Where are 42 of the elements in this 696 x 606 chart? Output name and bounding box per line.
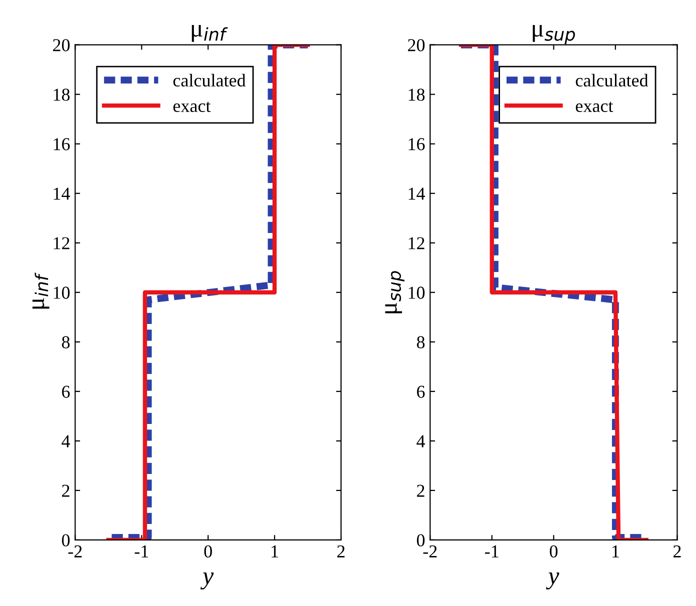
- x-tick-label: -2: [68, 545, 82, 558]
- y-tick-label: 12: [54, 237, 70, 250]
- y-tick-label: 0: [62, 534, 70, 546]
- y-tick-label: 16: [408, 138, 425, 150]
- x-axis-title: y: [200, 572, 214, 590]
- x-tick-label: -2: [423, 545, 437, 558]
- y-tick-label: 2: [417, 484, 424, 497]
- x-tick-label: 2: [673, 545, 681, 558]
- y-tick-label: 14: [408, 188, 425, 200]
- y-tick-label: 10: [54, 286, 70, 299]
- legend-label: calculated: [576, 74, 648, 87]
- x-tick-label: 1: [612, 545, 619, 558]
- y-tick-label: 8: [62, 336, 70, 348]
- y-tick-label: 8: [416, 336, 425, 348]
- y-tick-label: 6: [417, 386, 425, 398]
- y-tick-label: 20: [408, 39, 425, 52]
- y-axis-title: μ$_{inf}$: [32, 272, 50, 309]
- legend-label: calculated: [173, 74, 246, 87]
- x-tick-label: -1: [485, 545, 498, 558]
- legend-label: exact: [173, 102, 211, 112]
- y-tick-label: 16: [54, 138, 70, 150]
- x-tick-label: 2: [337, 545, 345, 558]
- chart-title: μ$_{sup}$: [532, 25, 575, 44]
- y-tick-label: 6: [62, 386, 70, 398]
- y-tick-label: 0: [416, 534, 425, 546]
- y-tick-label: 2: [62, 484, 70, 497]
- y-axis-title: μ$_{sup}$: [385, 271, 404, 314]
- y-tick-label: 4: [62, 435, 70, 448]
- chart-title: μ$_{inf}$: [192, 25, 228, 42]
- y-tick-label: 18: [54, 88, 70, 101]
- y-tick-label: 4: [416, 435, 425, 448]
- x-tick-label: 0: [550, 545, 558, 558]
- x-axis-title: y: [546, 572, 560, 590]
- y-tick-label: 10: [408, 286, 425, 299]
- y-tick-label: 18: [408, 88, 425, 101]
- x-tick-label: -1: [134, 545, 148, 558]
- y-tick-label: 20: [53, 39, 70, 52]
- legend-label: exact: [576, 102, 614, 112]
- x-tick-label: 0: [204, 545, 212, 558]
- y-tick-label: 12: [408, 237, 424, 250]
- x-tick-label: 1: [272, 545, 278, 558]
- y-tick-label: 14: [54, 188, 70, 200]
